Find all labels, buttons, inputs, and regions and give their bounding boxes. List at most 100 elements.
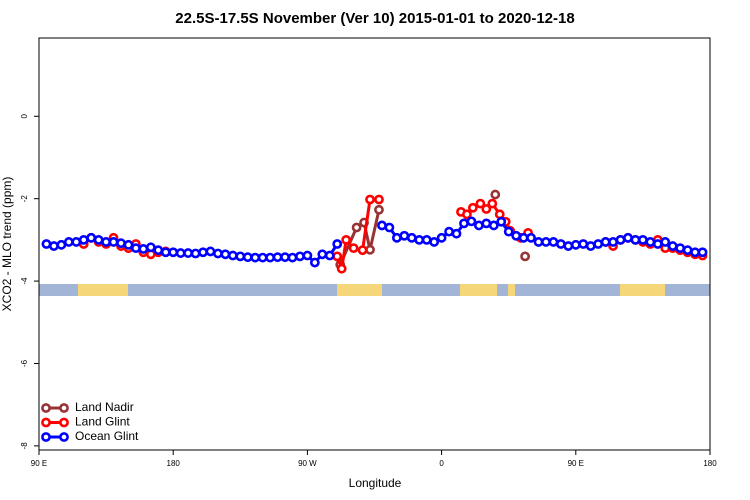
point [585,241,596,251]
point [414,234,425,245]
point [138,244,149,254]
point [357,245,368,256]
point [451,228,462,239]
point [533,237,544,247]
point [336,263,347,274]
point [490,189,501,200]
x-axis-label: Longitude [349,476,402,490]
legend-label: Land Nadir [75,400,134,414]
y-tick-label: -6 [20,359,29,367]
point [436,232,447,243]
x-tick-label: 90 W [298,459,317,468]
point [488,220,499,231]
point [462,209,472,220]
point [615,234,626,245]
point [198,247,208,258]
point [481,204,492,214]
point [496,216,507,227]
point [608,237,618,247]
point [257,252,268,263]
point [131,243,141,254]
point [287,252,298,263]
point [365,194,375,205]
point [406,232,417,243]
point [593,239,604,249]
legend-marker [41,403,51,413]
point [190,248,201,259]
point [235,251,246,262]
point [168,247,179,258]
point [220,249,231,260]
point [563,241,574,251]
point [332,239,343,249]
point [341,234,352,245]
point [365,244,375,255]
y-tick-label: -4 [20,277,29,285]
point [302,250,313,261]
point [153,245,164,256]
point [384,222,395,233]
legend-marker [41,432,51,442]
legend-label: Land Glint [75,415,130,429]
point [71,237,82,247]
point [481,218,492,229]
point [374,194,384,205]
y-axis-label: XCO2 - MLO trend (ppm) [0,177,14,312]
point [511,230,522,241]
point [518,232,529,243]
point [377,220,387,231]
point [667,241,678,251]
point [86,232,97,243]
land-band [508,284,515,296]
point [332,251,343,262]
point [250,252,261,263]
point [526,232,536,243]
point [41,239,52,249]
point [63,237,74,247]
point [652,239,663,249]
x-tick-label: 90 E [31,459,47,468]
point [638,234,648,245]
point [444,226,454,237]
plot-frame [38,37,711,451]
point [265,252,276,263]
land-band [337,284,382,296]
point [145,242,156,253]
point [690,247,700,258]
point [475,198,486,209]
point [466,216,477,227]
point [351,222,362,233]
point [175,248,186,258]
point [660,237,671,247]
point [213,248,223,259]
point [623,232,633,243]
point [391,232,402,243]
x-tick-label: 90 E [568,459,584,468]
point [348,243,359,254]
point [123,239,134,250]
point [468,202,478,213]
point [675,243,686,254]
land-band [620,284,665,296]
y-tick-label: 0 [20,114,29,119]
point [160,247,171,258]
point [630,234,641,245]
point [205,246,216,257]
land-ocean-mask [39,284,710,296]
point [503,226,514,237]
point [295,251,305,262]
legend-marker [41,417,51,428]
point [645,237,656,247]
point [49,241,59,251]
point [555,239,566,249]
point [600,237,611,247]
legend-marker [59,417,69,428]
legend-marker [59,432,69,442]
point [578,239,589,249]
x-tick-label: 180 [167,459,181,468]
point [570,239,581,250]
point [101,237,111,247]
point [56,239,67,250]
land-band [460,284,497,296]
